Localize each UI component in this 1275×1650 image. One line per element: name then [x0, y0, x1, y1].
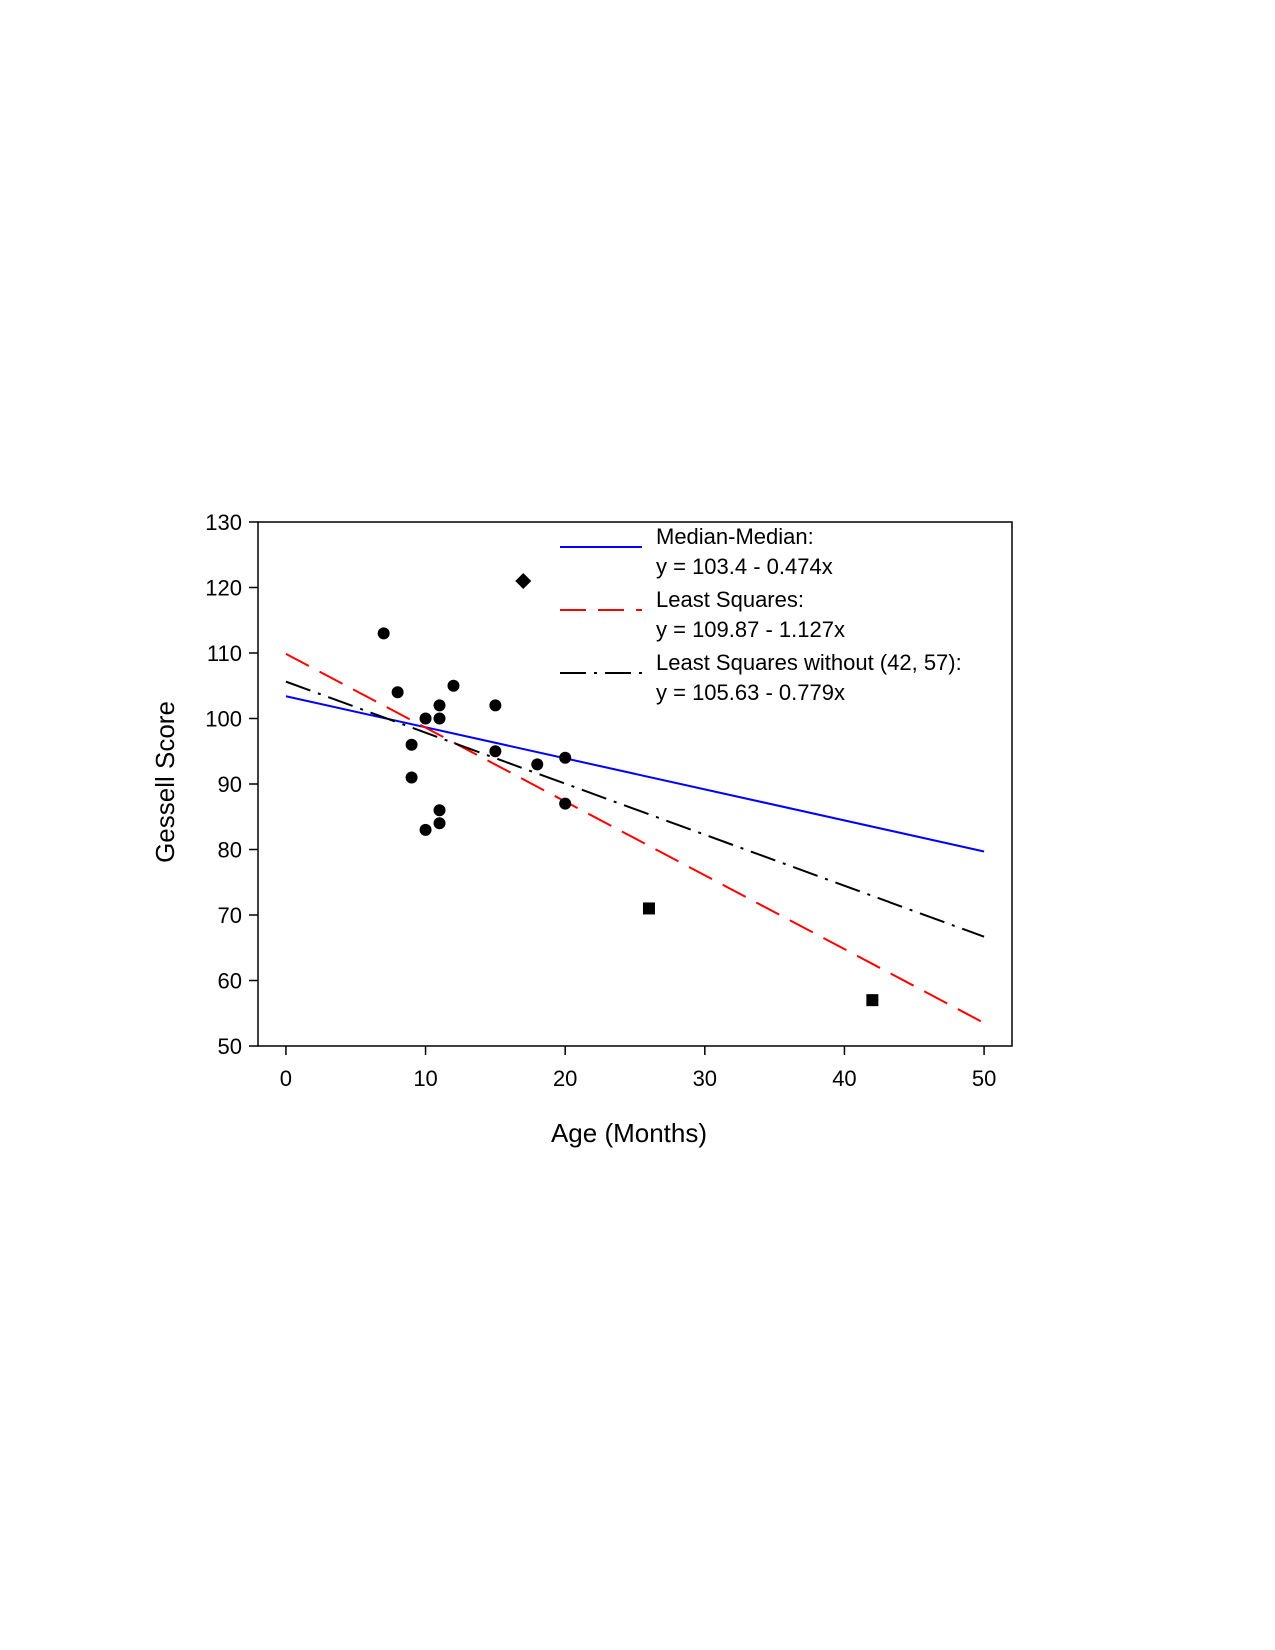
median-median-line	[285, 695, 985, 853]
legend-median-median: Median-Median: y = 103.4 - 0.474x	[560, 524, 833, 579]
legend-label: Least Squares without (42, 57):	[656, 650, 962, 675]
y-tick-label: 50	[218, 1034, 242, 1059]
data-point	[489, 745, 502, 758]
y-tick-label: 110	[207, 641, 242, 666]
legend-label: Median-Median:	[656, 524, 814, 549]
y-axis-title: Gessell Score	[150, 701, 180, 863]
data-point	[391, 686, 404, 699]
data-point	[405, 738, 418, 751]
legend: Median-Median: y = 103.4 - 0.474x Least Sq…	[560, 524, 962, 705]
y-tick-label: 80	[218, 838, 242, 863]
x-tick-label: 40	[832, 1066, 856, 1091]
data-point	[433, 699, 446, 712]
fit-lines	[285, 652, 985, 1024]
data-point-square	[866, 994, 879, 1007]
least-squares-line	[285, 652, 985, 1024]
data-point-diamond	[515, 572, 532, 589]
data-point	[419, 712, 432, 725]
legend-least-squares: Least Squares: y = 109.87 - 1.127x	[560, 587, 845, 642]
data-point	[433, 804, 446, 817]
data-point	[489, 699, 502, 712]
legend-equation: y = 105.63 - 0.779x	[656, 680, 845, 705]
data-point	[559, 797, 572, 810]
legend-equation: y = 109.87 - 1.127x	[656, 617, 845, 642]
legend-equation: y = 103.4 - 0.474x	[656, 554, 833, 579]
data-point	[377, 627, 390, 640]
x-tick-label: 20	[553, 1066, 577, 1091]
y-tick-label: 60	[218, 969, 242, 994]
data-point	[433, 817, 446, 830]
x-tick-label: 10	[413, 1066, 437, 1091]
data-point-square	[642, 902, 655, 915]
data-point	[433, 712, 446, 725]
data-point	[405, 771, 418, 784]
legend-least-squares-without-outlier: Least Squares without (42, 57): y = 105.6…	[560, 650, 962, 705]
plot-frame	[257, 521, 1013, 1047]
data-point	[559, 751, 572, 764]
data-point	[419, 823, 432, 836]
y-tick-label: 130	[205, 510, 242, 535]
y-tick-label: 120	[205, 576, 242, 601]
data-points	[377, 572, 879, 1007]
x-axis-title: Age (Months)	[551, 1118, 707, 1148]
x-tick-label: 30	[693, 1066, 717, 1091]
y-tick-label: 100	[205, 707, 242, 732]
data-point	[531, 758, 544, 771]
x-tick-label: 0	[280, 1066, 292, 1091]
y-tick-label: 70	[218, 903, 242, 928]
legend-label: Least Squares:	[656, 587, 804, 612]
x-axis: 0 10 20 30 40 50	[280, 1046, 996, 1091]
least-squares-without-outlier-line	[285, 680, 985, 938]
x-tick-label: 50	[972, 1066, 996, 1091]
y-tick-label: 90	[218, 772, 242, 797]
data-point	[447, 679, 460, 692]
plot-area: 0 10 20 30 40 50 50 60 70 80 90 100 110 120 130	[205, 510, 1013, 1091]
y-axis: 50 60 70 80 90 100 110 120 130	[205, 510, 258, 1059]
